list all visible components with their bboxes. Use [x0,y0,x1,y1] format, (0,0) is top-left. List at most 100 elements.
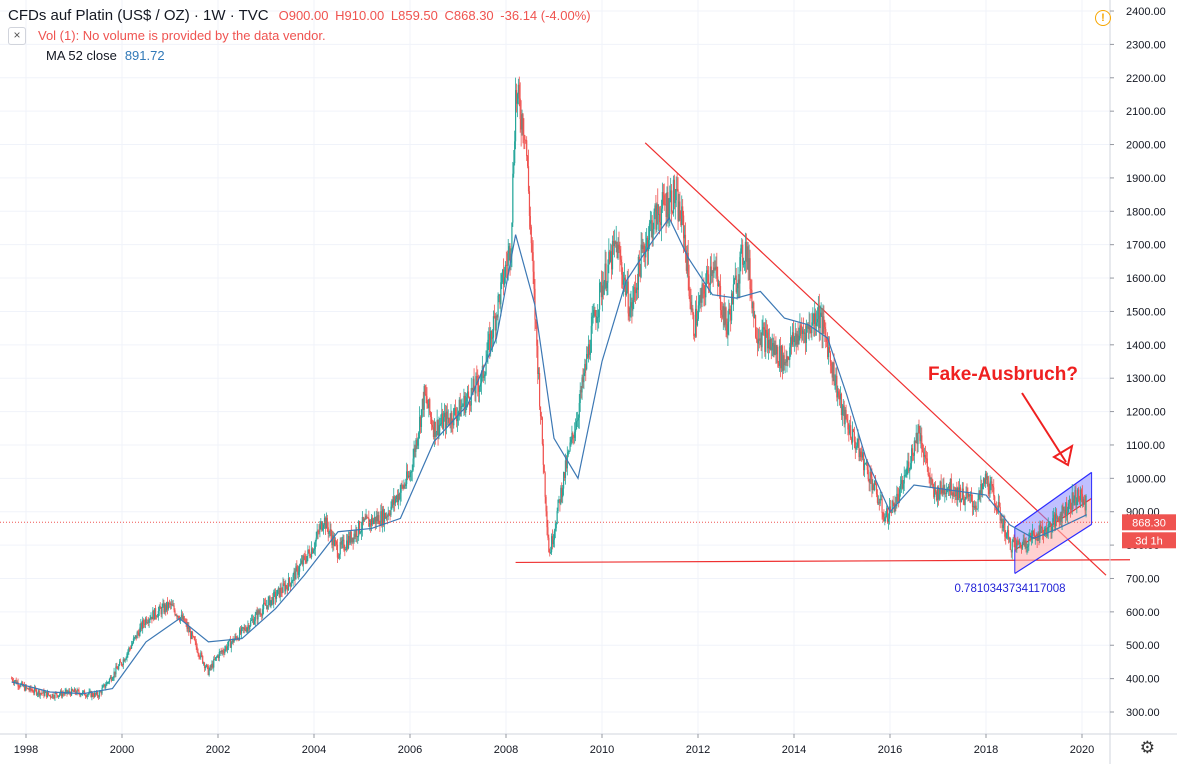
candle-body [789,347,791,360]
candle-body [206,664,208,666]
candle-body [386,516,388,518]
candle-body [448,417,450,423]
candle-body [285,585,287,592]
candle-body [136,632,138,639]
candle-body [431,416,433,425]
candle-body [736,288,738,293]
candle-body [467,391,469,398]
candle-body [621,261,623,275]
candle-body [412,458,414,471]
candle-body [284,584,286,592]
candle-body [617,244,619,259]
candle-body [542,444,544,465]
candle-body [27,687,29,690]
candle-body [52,694,54,698]
candle-body [866,461,868,470]
candle-body [587,353,589,358]
candle-body [225,646,227,650]
candle-body [71,689,74,691]
candle-body [251,619,253,621]
candle-body [925,458,927,460]
candle-body [830,362,832,366]
candle-body [526,140,528,157]
candle-body [686,252,688,271]
volume-indicator-label[interactable]: Vol (1): No volume is provided by the da… [38,28,326,43]
candle-body [426,396,428,405]
candle-body [626,281,628,291]
ma-indicator-label[interactable]: MA 52 close [46,48,117,63]
candle-body [59,694,61,696]
candle-body [398,494,400,500]
candle-body [591,316,593,326]
candle-body [152,610,154,620]
candle-body [263,602,265,610]
candle-body [1010,549,1012,553]
candle-body [518,84,520,99]
candle-body [536,323,538,346]
candle-body [592,315,594,317]
candle-body [558,499,560,501]
candle-body [1009,538,1011,550]
candle-body [251,618,254,620]
candle-body [667,192,669,219]
candle-body [29,686,31,691]
candle-body [915,432,917,443]
candle-body [425,394,427,397]
candle-body [1040,524,1042,528]
candle-body [1005,536,1007,538]
collapse-legend-icon[interactable]: × [8,27,26,45]
candle-body [662,192,664,196]
candle-body [156,616,159,618]
gear-icon[interactable]: ⚙ [1139,738,1155,757]
candle-body [969,494,971,496]
candle-body [998,501,1000,508]
candle-body [827,341,829,358]
candle-body [568,450,570,453]
candle-body [747,246,749,271]
candle-body [709,266,711,286]
candle-body [404,484,406,486]
candle-body [733,278,735,285]
candle-body [374,517,376,524]
candle-body [142,620,144,630]
candle-body [975,505,977,510]
candle-body [287,586,289,591]
alert-icon[interactable]: ! [1095,10,1111,26]
candle-body [495,315,497,331]
candle-body [601,285,603,298]
candle-body [1050,523,1052,532]
candle-body [759,338,761,341]
candle-body [438,425,440,436]
candle-body [823,316,825,328]
candle-body [316,531,318,538]
candle-body [677,189,679,221]
candle-body [543,464,545,473]
candle-body [82,691,84,695]
candle-body [657,204,659,215]
candle-body [1025,540,1027,549]
candle-body [444,412,447,429]
candle-body [410,471,412,473]
candle-body [532,252,534,272]
symbol-title[interactable]: CFDs auf Platin (US$ / OZ) · 1W · TVC [8,7,269,24]
candle-body [527,166,530,192]
candle-body [630,302,632,308]
candle-body [370,520,372,526]
candle-body [203,662,205,664]
candle-body [561,487,563,498]
candle-body [241,627,243,629]
candle-body [961,488,963,500]
candle-body [366,515,368,518]
candle-body [226,646,228,650]
candle-body [900,480,903,484]
candle-body [481,365,483,373]
candle-body [760,338,762,348]
candle-body [514,141,516,164]
candle-body [864,463,867,465]
candle-body [257,610,259,620]
candle-body [740,248,742,258]
candle-body [956,488,958,500]
candle-body [1079,489,1082,501]
candle-body [1077,489,1079,502]
